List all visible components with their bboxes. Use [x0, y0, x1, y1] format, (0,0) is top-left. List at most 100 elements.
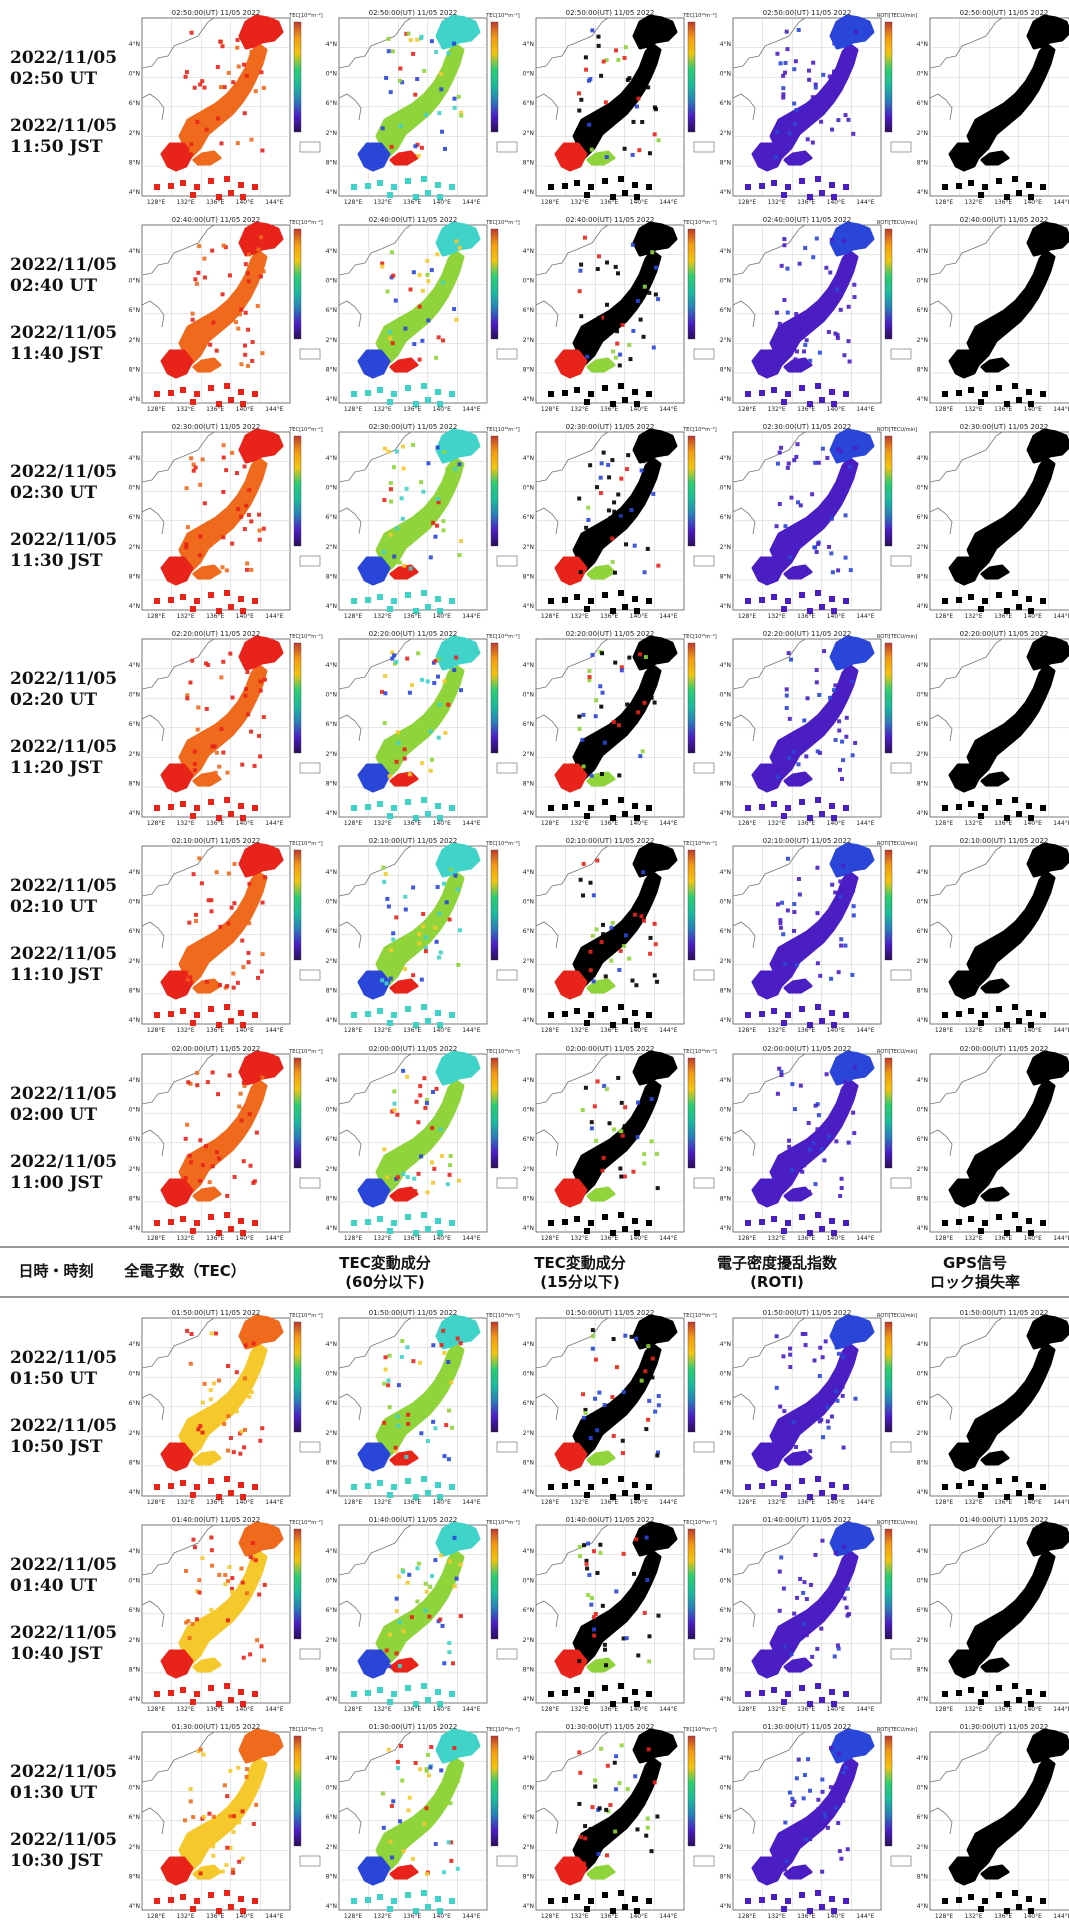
map-panel: 02:10:00(UT) 11/05 2022LOL[%]44°N40°N36°…: [916, 836, 1069, 1036]
colorbar-unit: TEC[10¹⁶m⁻²]: [485, 1313, 520, 1319]
lon-tick-label: 136°E: [403, 820, 421, 827]
lat-tick-label: 36°N: [719, 1136, 731, 1143]
lat-tick-label: 28°N: [719, 1873, 731, 1880]
map-panel: 01:30:00(UT) 11/05 2022LOL[%]44°N40°N36°…: [916, 1722, 1069, 1922]
lon-tick-label: 144°E: [265, 1027, 283, 1034]
lat-tick-label: 32°N: [916, 958, 928, 965]
lon-tick-label: 144°E: [659, 1235, 677, 1242]
lat-tick-label: 32°N: [128, 1166, 140, 1173]
japan-map: 02:50:00(UT) 11/05 2022 TEC[10¹⁶m⁻²] 44°N 4…: [522, 9, 717, 206]
japan-map: 02:50:00(UT) 11/05 2022 TEC[10¹⁶m⁻²] 44°N 4…: [128, 9, 323, 206]
lon-tick-label: 136°E: [600, 1913, 618, 1920]
lat-tick-label: 24°N: [128, 1017, 140, 1024]
lat-tick-label: 44°N: [325, 1548, 337, 1555]
lat-tick-label: 32°N: [719, 1430, 731, 1437]
map-timestamp: 02:10:00(UT) 11/05 2022: [566, 837, 655, 845]
lat-tick-label: 40°N: [128, 899, 140, 906]
lat-tick-label: 24°N: [522, 1696, 534, 1703]
japan-map: 01:30:00(UT) 11/05 2022 ROTI[TECU/min] 44°…: [719, 1723, 917, 1920]
lon-tick-label: 132°E: [964, 1027, 982, 1034]
lat-tick-label: 36°N: [325, 307, 337, 314]
header-roti: 電子密度擾乱指数 (ROTI): [716, 1254, 837, 1291]
lat-tick-label: 24°N: [325, 810, 337, 817]
lat-tick-label: 24°N: [128, 810, 140, 817]
lat-tick-label: 40°N: [128, 1578, 140, 1585]
lat-tick-label: 36°N: [719, 1400, 731, 1407]
lon-tick-label: 128°E: [344, 1235, 362, 1242]
map-panel: 02:00:00(UT) 11/05 2022 TEC[10¹⁶m⁻²] 44°N 4…: [325, 1044, 523, 1244]
lon-tick-label: 128°E: [147, 613, 165, 620]
lat-tick-label: 36°N: [128, 100, 140, 107]
lat-tick-label: 28°N: [522, 366, 534, 373]
japan-map: 02:10:00(UT) 11/05 2022 ROTI[TECU/min] 44°…: [719, 837, 917, 1034]
lat-tick-label: 24°N: [522, 1903, 534, 1910]
lat-tick-label: 32°N: [522, 751, 534, 758]
lat-tick-label: 24°N: [719, 189, 731, 196]
japan-map: 01:50:00(UT) 11/05 2022 TEC[10¹⁶m⁻²] 44°N 4…: [522, 1309, 717, 1506]
lat-tick-label: 40°N: [325, 1785, 337, 1792]
lat-tick-label: 32°N: [719, 958, 731, 965]
lon-tick-label: 140°E: [433, 1499, 451, 1506]
lon-tick-label: 144°E: [856, 820, 874, 827]
japan-map: 02:20:00(UT) 11/05 2022 TEC[10¹⁶m⁻²] 44°N 4…: [522, 630, 717, 827]
lon-tick-label: 144°E: [265, 1235, 283, 1242]
lat-tick-label: 40°N: [522, 278, 534, 285]
lon-tick-label: 128°E: [935, 1913, 953, 1920]
lat-tick-label: 24°N: [719, 1225, 731, 1232]
colorbar-unit: ROTI[TECU/min]: [877, 1727, 917, 1733]
lat-tick-label: 36°N: [916, 100, 928, 107]
lon-tick-label: 144°E: [856, 1706, 874, 1713]
lat-tick-label: 40°N: [719, 485, 731, 492]
lon-tick-label: 144°E: [1053, 820, 1069, 827]
lat-tick-label: 40°N: [522, 899, 534, 906]
lat-tick-label: 28°N: [522, 1459, 534, 1466]
lon-tick-label: 128°E: [541, 1499, 559, 1506]
lon-tick-label: 128°E: [541, 1235, 559, 1242]
lon-tick-label: 132°E: [570, 1027, 588, 1034]
lat-tick-label: 40°N: [522, 71, 534, 78]
lon-tick-label: 144°E: [1053, 1706, 1069, 1713]
colorbar-unit: ROTI[TECU/min]: [877, 634, 917, 640]
lat-tick-label: 40°N: [325, 485, 337, 492]
map-panel: 02:40:00(UT) 11/05 2022 TEC[10¹⁶m⁻²] 44°N 4…: [325, 215, 523, 415]
lat-tick-label: 44°N: [325, 1755, 337, 1762]
lon-tick-label: 140°E: [433, 1235, 451, 1242]
colorbar-unit: ROTI[TECU/min]: [877, 1049, 917, 1055]
japan-map: 02:30:00(UT) 11/05 2022 TEC[10¹⁶m⁻²] 44°N 4…: [325, 423, 520, 620]
lat-tick-label: 24°N: [916, 810, 928, 817]
map-timestamp: 01:50:00(UT) 11/05 2022: [960, 1309, 1049, 1317]
lon-tick-label: 136°E: [600, 1027, 618, 1034]
map-panel: 01:40:00(UT) 11/05 2022 TEC[10¹⁶m⁻²] 44°N 4…: [325, 1515, 523, 1715]
lon-tick-label: 128°E: [147, 406, 165, 413]
lon-tick-label: 128°E: [541, 199, 559, 206]
lon-tick-label: 132°E: [767, 1913, 785, 1920]
lat-tick-label: 28°N: [325, 1195, 337, 1202]
japan-map: 02:10:00(UT) 11/05 2022LOL[%]44°N40°N36°…: [916, 837, 1069, 1034]
lon-tick-label: 144°E: [1053, 1913, 1069, 1920]
lon-tick-label: 128°E: [541, 820, 559, 827]
colorbar-unit: TEC[10¹⁶m⁻²]: [485, 427, 520, 433]
map-timestamp: 02:20:00(UT) 11/05 2022: [960, 630, 1049, 638]
lon-tick-label: 136°E: [994, 199, 1012, 206]
lat-tick-label: 28°N: [719, 573, 731, 580]
lat-tick-label: 36°N: [522, 1136, 534, 1143]
lat-tick-label: 44°N: [916, 662, 928, 669]
lat-tick-label: 40°N: [325, 692, 337, 699]
lon-tick-label: 144°E: [856, 1913, 874, 1920]
map-panel: 02:00:00(UT) 11/05 2022 TEC[10¹⁶m⁻²] 44°N 4…: [522, 1044, 720, 1244]
lat-tick-label: 32°N: [916, 337, 928, 344]
lat-tick-label: 36°N: [522, 514, 534, 521]
lon-tick-label: 140°E: [827, 1235, 845, 1242]
lon-tick-label: 136°E: [797, 820, 815, 827]
japan-map: 02:00:00(UT) 11/05 2022LOL[%]44°N40°N36°…: [916, 1045, 1069, 1242]
date-text: 2022/11/05: [10, 1830, 118, 1850]
lat-tick-label: 36°N: [522, 928, 534, 935]
lon-tick-label: 136°E: [994, 1499, 1012, 1506]
colorbar-unit: ROTI[TECU/min]: [877, 1313, 917, 1319]
lon-tick-label: 132°E: [570, 1913, 588, 1920]
lat-tick-label: 24°N: [916, 1017, 928, 1024]
lat-tick-label: 40°N: [916, 485, 928, 492]
lat-tick-label: 36°N: [325, 1136, 337, 1143]
lat-tick-label: 44°N: [128, 662, 140, 669]
lat-tick-label: 32°N: [522, 1166, 534, 1173]
